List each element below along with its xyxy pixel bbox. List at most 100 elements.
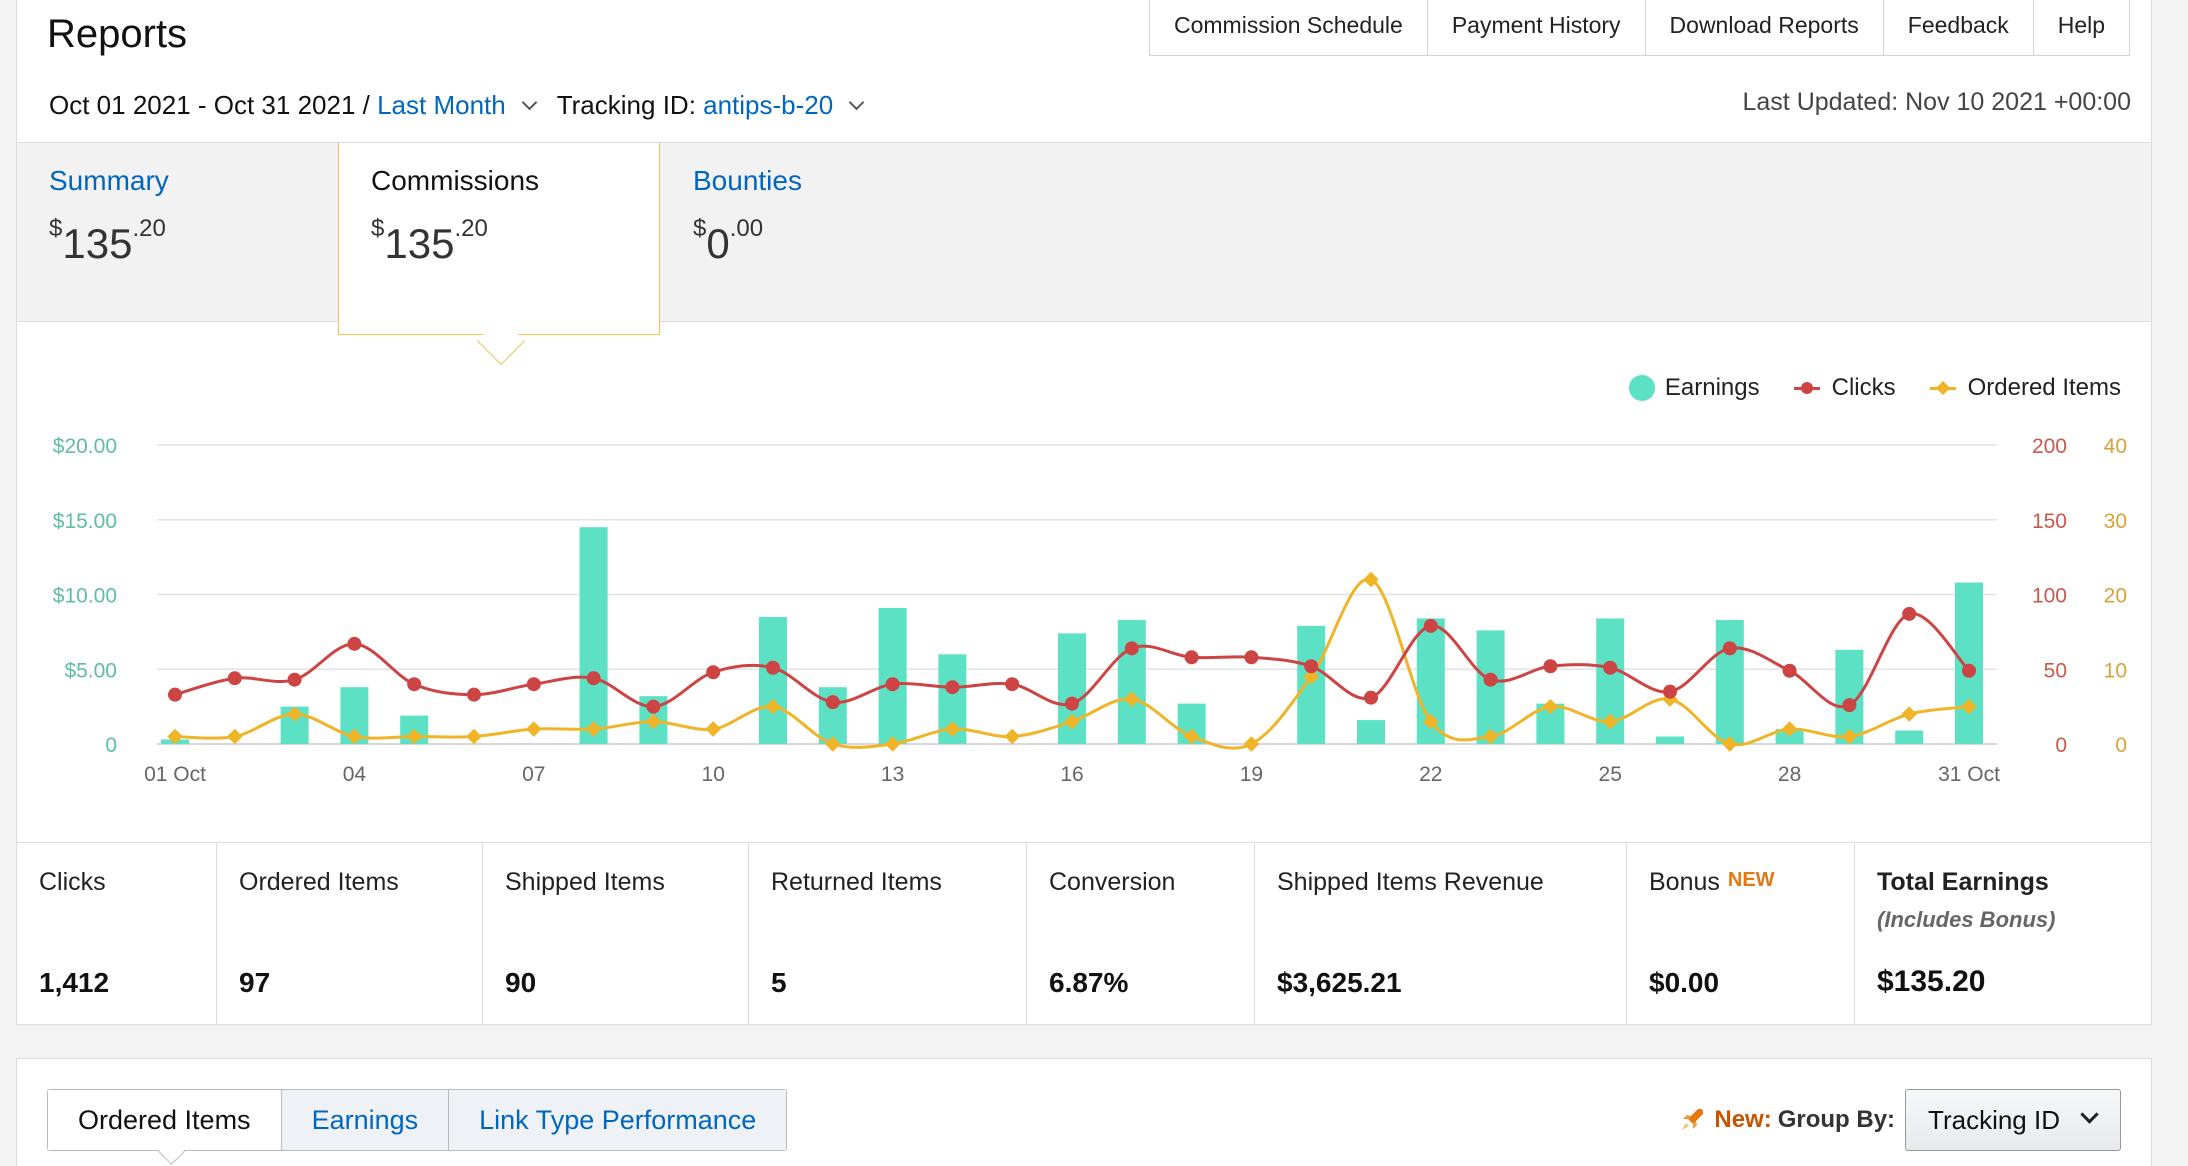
ordered-items-point	[286, 706, 303, 722]
clicks-point	[1543, 659, 1558, 674]
ordered-items-point	[1124, 691, 1140, 707]
nav-payment-history[interactable]: Payment History	[1428, 0, 1646, 55]
chart-svg: 0 0 0 $5.00 50 10 $10.00 100 20 $15.00 150 30 $20.00…	[53, 435, 2127, 786]
y-right-clicks-tick-label: 150	[2032, 510, 2067, 533]
filter-bar: Oct 01 2021 - Oct 31 2021 / Last Month T…	[49, 90, 876, 121]
group-by-label: Group By:	[1777, 1106, 1896, 1133]
clicks-point	[168, 687, 182, 702]
tracking-id-dropdown[interactable]: antips-b-20	[703, 90, 834, 120]
earnings-bar	[759, 616, 787, 744]
ordered-items-point	[1542, 698, 1559, 715]
clicks-point	[1782, 663, 1797, 678]
stat-sublabel: (Includes Bonus)	[1877, 907, 2056, 932]
x-tick-label: 31 Oct	[1938, 763, 2000, 786]
stat-shipped-items: Shipped Items 90	[483, 843, 749, 1025]
stat-returned-items: Returned Items 5	[749, 843, 1027, 1025]
earnings-bar	[1297, 625, 1326, 744]
tracking-label: Tracking ID:	[556, 90, 704, 120]
ordered-items-point	[1722, 736, 1738, 752]
summary-tabs: Summary $135.20 Commissions $135.20 Boun…	[17, 142, 2151, 366]
earnings-bar	[1357, 720, 1385, 744]
group-by-value: Tracking ID	[1928, 1105, 2060, 1135]
chevron-down-icon[interactable]	[521, 94, 538, 111]
ordered-items-point	[705, 721, 721, 737]
reports-panel: Reports Commission Schedule Payment Hist…	[16, 0, 2152, 1025]
top-nav: Commission Schedule Payment History Down…	[1149, 0, 2131, 56]
ordered-items-point	[1363, 571, 1379, 588]
stat-label: Total Earnings	[1877, 868, 2049, 896]
x-tick-label: 22	[1419, 763, 1442, 786]
ordered-items-point	[1901, 706, 1917, 722]
nav-commission-schedule[interactable]: Commission Schedule	[1150, 0, 1428, 55]
clicks-point	[407, 677, 422, 692]
date-preset-dropdown[interactable]: Last Month	[377, 90, 506, 120]
stat-shipped-revenue: Shipped Items Revenue $3,625.21	[1255, 843, 1627, 1025]
stat-label: Ordered Items	[239, 868, 399, 896]
tab-bounties[interactable]: Bounties $0.00	[661, 143, 981, 323]
y-right-clicks-tick-label: 200	[2032, 435, 2067, 458]
stat-value: 5	[771, 967, 787, 998]
clicks-point	[1483, 672, 1498, 687]
x-tick-label: 07	[522, 763, 545, 786]
earnings-bar	[878, 607, 907, 744]
ordered-items-point	[227, 728, 243, 745]
legend-clicks-label: Clicks	[1831, 374, 1896, 401]
y-right-ordered-tick-label: 10	[2104, 659, 2127, 682]
tab-commissions-amount: $135.20	[371, 215, 488, 267]
tab-commissions[interactable]: Commissions $135.20	[338, 143, 660, 366]
earnings-bar	[1895, 730, 1924, 744]
chevron-down-icon[interactable]	[848, 94, 865, 111]
ordered-items-point	[1423, 713, 1439, 730]
ordered-items-point	[1781, 721, 1798, 737]
clicks-point	[1184, 650, 1199, 665]
earnings-bar	[1656, 736, 1684, 744]
nav-help[interactable]: Help	[2057, 12, 2106, 38]
stat-value: 6.87%	[1049, 967, 1129, 998]
report-table-panel: Ordered Items Earnings Link Type Perform…	[16, 1058, 2152, 1166]
tab-link-type-performance[interactable]: Link Type Performance	[449, 1090, 787, 1150]
tab-summary[interactable]: Summary $135.20	[17, 143, 337, 323]
earnings-bar	[1715, 619, 1744, 744]
y-left-tick-label: $10.00	[53, 585, 117, 608]
clicks-point	[1902, 606, 1917, 621]
legend-ordered-label: Ordered Items	[1967, 374, 2121, 401]
tab-bounties-label[interactable]: Bounties	[693, 165, 802, 196]
clicks-line	[174, 612, 1971, 709]
clicks-point	[526, 677, 541, 692]
legend-earnings[interactable]: Earnings	[1628, 374, 1760, 402]
new-label: New:	[1714, 1106, 1772, 1133]
date-range: Oct 01 2021 - Oct 31 2021	[49, 90, 356, 120]
y-right-clicks-tick-label: 0	[2055, 734, 2067, 757]
ordered-items-point	[346, 728, 363, 745]
ordered-items-point	[1841, 728, 1858, 745]
last-updated: Last Updated: Nov 10 2021 +00:00	[1742, 88, 2132, 116]
tab-earnings[interactable]: Earnings	[281, 1090, 450, 1150]
nav-download-reports[interactable]: Download Reports	[1646, 0, 1884, 55]
stat-label: Returned Items	[771, 868, 942, 896]
clicks-point	[1005, 677, 1020, 692]
stat-label: Clicks	[39, 868, 106, 896]
y-right-ordered-tick-label: 0	[2115, 734, 2127, 757]
legend-earnings-label: Earnings	[1664, 374, 1760, 401]
tab-summary-amount: $135.20	[49, 215, 166, 267]
tab-commissions-label: Commissions	[371, 165, 540, 196]
clicks-point	[766, 660, 780, 675]
ordered-items-point	[1004, 728, 1020, 745]
group-by: New: Group By: Tracking ID	[1678, 1089, 2121, 1151]
clicks-point	[706, 665, 721, 680]
new-badge: NEW	[1727, 869, 1775, 891]
clicks-point	[1603, 660, 1618, 675]
legend-ordered-items[interactable]: Ordered Items	[1929, 374, 2121, 402]
nav-feedback[interactable]: Feedback	[1884, 0, 2034, 55]
tab-ordered-items[interactable]: Ordered Items	[48, 1090, 282, 1150]
stat-value: 1,412	[39, 967, 110, 998]
stat-value: 90	[505, 967, 537, 998]
earnings-bar	[1117, 619, 1146, 744]
group-by-select[interactable]: Tracking ID	[1905, 1089, 2121, 1151]
page-title: Reports	[47, 12, 188, 56]
legend-clicks[interactable]: Clicks	[1793, 374, 1896, 402]
clicks-point	[1962, 663, 1976, 678]
tab-summary-label[interactable]: Summary	[49, 165, 169, 196]
y-left-tick-label: $15.00	[53, 510, 117, 533]
chevron-down-icon	[2080, 1105, 2099, 1124]
